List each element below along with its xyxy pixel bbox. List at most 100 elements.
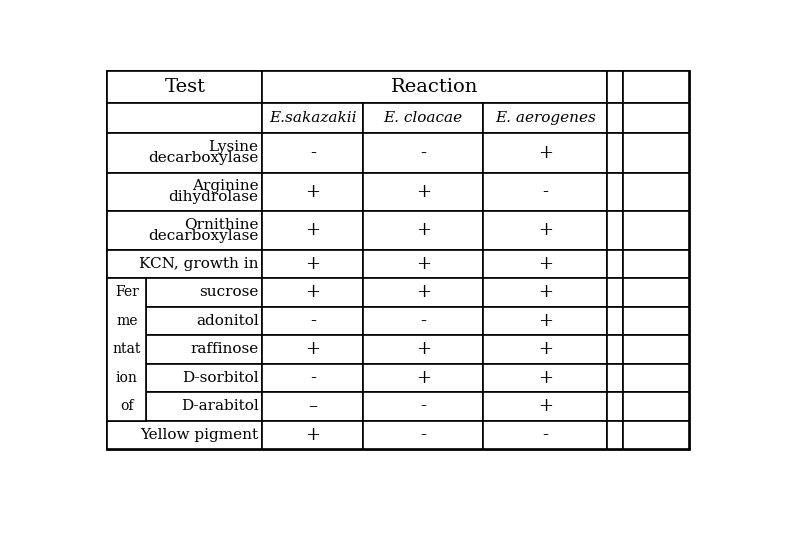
Bar bbox=[623, 307, 688, 335]
Text: +: + bbox=[305, 183, 320, 201]
Text: E. aerogenes: E. aerogenes bbox=[495, 111, 596, 125]
Bar bbox=[108, 173, 262, 211]
Bar bbox=[363, 421, 484, 449]
Text: +: + bbox=[305, 340, 320, 359]
Bar bbox=[484, 173, 608, 211]
Bar bbox=[484, 363, 608, 392]
Text: E. cloacae: E. cloacae bbox=[384, 111, 463, 125]
Bar bbox=[623, 421, 688, 449]
Bar bbox=[484, 307, 608, 335]
Text: -: - bbox=[310, 312, 316, 330]
Bar bbox=[108, 421, 262, 449]
Text: -: - bbox=[420, 426, 426, 444]
Bar bbox=[363, 307, 484, 335]
Text: Ornithine: Ornithine bbox=[184, 218, 258, 232]
Text: Test: Test bbox=[164, 78, 206, 96]
Bar bbox=[623, 249, 688, 278]
Bar bbox=[146, 307, 262, 335]
Bar bbox=[108, 249, 262, 278]
Bar bbox=[262, 307, 363, 335]
Text: E.sakazakii: E.sakazakii bbox=[269, 111, 356, 125]
Bar bbox=[108, 278, 146, 421]
Bar bbox=[262, 132, 363, 173]
Bar bbox=[608, 363, 623, 392]
Bar bbox=[262, 71, 608, 103]
Bar bbox=[262, 211, 363, 249]
Bar bbox=[623, 392, 688, 421]
Bar bbox=[623, 211, 688, 249]
Text: decarboxylase: decarboxylase bbox=[148, 229, 258, 243]
Bar bbox=[262, 335, 363, 363]
Text: decarboxylase: decarboxylase bbox=[148, 151, 258, 165]
Bar bbox=[484, 278, 608, 307]
Bar bbox=[608, 211, 623, 249]
Text: dihydrolase: dihydrolase bbox=[168, 190, 258, 204]
Bar bbox=[108, 71, 262, 103]
Bar bbox=[262, 278, 363, 307]
Text: me: me bbox=[116, 314, 138, 328]
Text: Arginine: Arginine bbox=[192, 179, 258, 193]
Text: +: + bbox=[538, 397, 552, 415]
Text: +: + bbox=[416, 255, 431, 273]
Bar bbox=[608, 103, 623, 132]
Bar bbox=[146, 335, 262, 363]
Bar bbox=[623, 103, 688, 132]
Bar bbox=[484, 421, 608, 449]
Bar bbox=[108, 211, 262, 249]
Bar bbox=[262, 363, 363, 392]
Bar bbox=[363, 249, 484, 278]
Text: ion: ion bbox=[116, 371, 138, 385]
Text: +: + bbox=[538, 255, 552, 273]
Bar bbox=[363, 173, 484, 211]
Text: -: - bbox=[420, 144, 426, 161]
Bar bbox=[484, 211, 608, 249]
Bar bbox=[608, 307, 623, 335]
Text: +: + bbox=[538, 284, 552, 301]
Bar bbox=[262, 392, 363, 421]
Bar bbox=[623, 278, 688, 307]
Bar bbox=[363, 103, 484, 132]
Bar bbox=[484, 249, 608, 278]
Bar bbox=[484, 392, 608, 421]
Bar bbox=[363, 392, 484, 421]
Bar bbox=[363, 278, 484, 307]
Bar bbox=[608, 173, 623, 211]
Bar bbox=[608, 335, 623, 363]
Bar bbox=[146, 392, 262, 421]
Text: +: + bbox=[538, 340, 552, 359]
Bar bbox=[146, 363, 262, 392]
Text: KCN, growth in: KCN, growth in bbox=[139, 257, 258, 271]
Text: -: - bbox=[420, 312, 426, 330]
Bar bbox=[608, 249, 623, 278]
Text: +: + bbox=[305, 284, 320, 301]
Text: D-sorbitol: D-sorbitol bbox=[182, 371, 258, 385]
Text: +: + bbox=[416, 284, 431, 301]
Text: +: + bbox=[305, 255, 320, 273]
Bar bbox=[363, 211, 484, 249]
Bar bbox=[108, 132, 262, 173]
Text: of: of bbox=[120, 399, 134, 413]
Bar bbox=[484, 335, 608, 363]
Text: +: + bbox=[538, 369, 552, 387]
Text: Fer: Fer bbox=[115, 285, 139, 299]
Text: -: - bbox=[543, 183, 548, 201]
Bar bbox=[608, 132, 623, 173]
Bar bbox=[363, 132, 484, 173]
Text: adonitol: adonitol bbox=[196, 314, 258, 328]
Bar bbox=[146, 278, 262, 307]
Text: -: - bbox=[420, 397, 426, 415]
Bar bbox=[623, 132, 688, 173]
Bar bbox=[608, 421, 623, 449]
Text: raffinose: raffinose bbox=[190, 342, 258, 356]
Text: -: - bbox=[310, 369, 316, 387]
Text: Reaction: Reaction bbox=[391, 78, 479, 96]
Bar bbox=[623, 71, 688, 103]
Text: -: - bbox=[310, 144, 316, 161]
Bar bbox=[363, 363, 484, 392]
Text: –: – bbox=[309, 397, 318, 415]
Text: +: + bbox=[538, 221, 552, 239]
Bar bbox=[623, 335, 688, 363]
Text: +: + bbox=[538, 312, 552, 330]
Text: +: + bbox=[416, 183, 431, 201]
Bar bbox=[262, 421, 363, 449]
